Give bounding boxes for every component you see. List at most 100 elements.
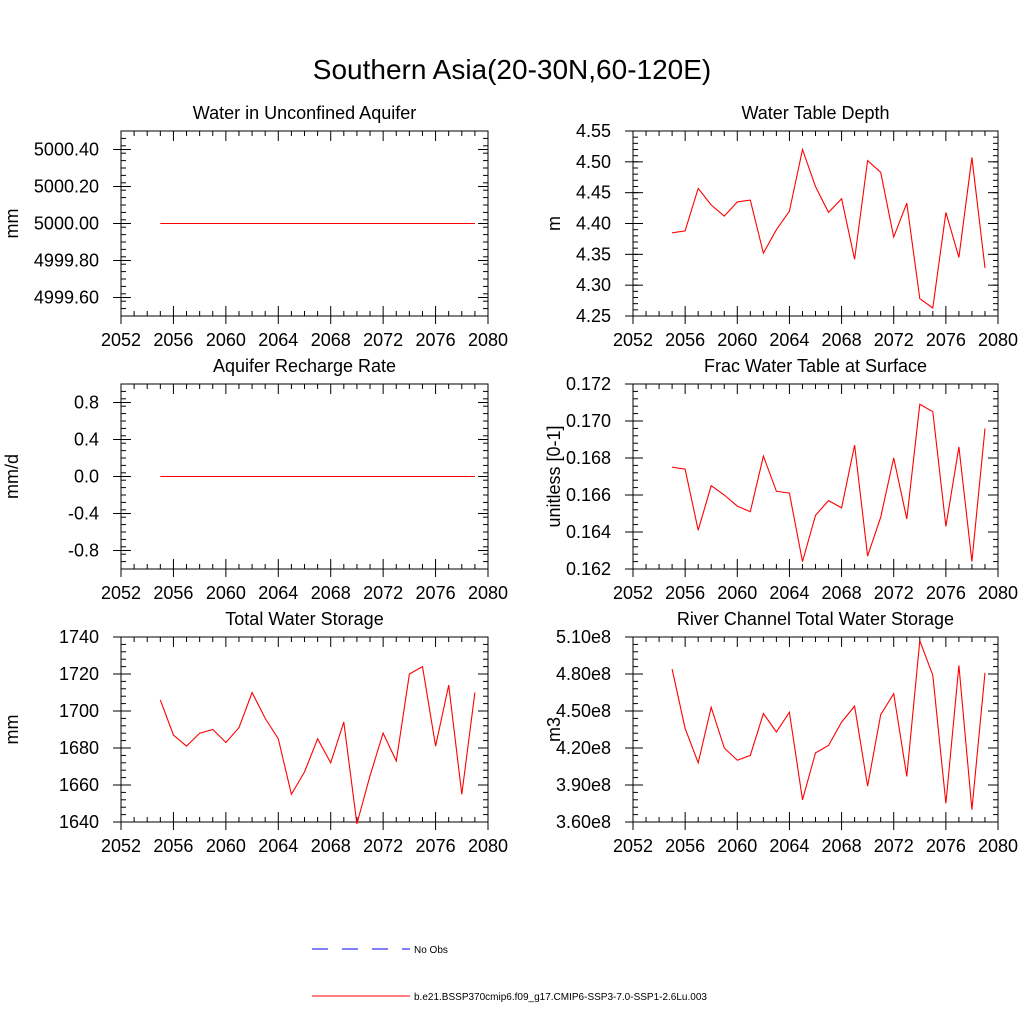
x-tick-label: 2076 [926,836,966,856]
x-tick-label: 2060 [717,330,757,350]
y-axis-label: mm/d [2,454,22,499]
y-tick-label: 0.0 [74,467,99,487]
x-tick-label: 2056 [153,330,193,350]
x-tick-label: 2072 [363,330,403,350]
x-tick-label: 2076 [926,330,966,350]
x-tick-label: 2068 [822,330,862,350]
y-tick-label: 4.80e8 [556,664,611,684]
x-tick-label: 2080 [468,836,508,856]
y-tick-label: 1720 [59,664,99,684]
x-tick-label: 2052 [101,836,141,856]
legend: No Obs b.e21.BSSP370cmip6.f09_g17.CMIP6-S… [312,945,707,1003]
panel-3: Aquifer Recharge Rate 2052 2056 2060 2064 206… [2,356,508,603]
x-tick-label: 2072 [874,330,914,350]
x-tick-label: 2068 [311,836,351,856]
x-tick-label: 2056 [153,583,193,603]
x-tick-label: 2076 [416,836,456,856]
x-tick-label: 2056 [665,583,705,603]
x-tick-label: 2068 [311,583,351,603]
panel-title: Water Table Depth [741,103,889,123]
x-tick-label: 2060 [206,583,246,603]
y-axis-label: mm [2,715,22,745]
y-tick-label: 4.55 [576,121,611,141]
x-tick-label: 2068 [822,583,862,603]
x-tick-label: 2080 [978,583,1018,603]
y-tick-label: 0.4 [74,430,99,450]
y-tick-label: -0.8 [68,541,99,561]
y-tick-label: 4999.60 [34,288,99,308]
y-tick-label: 0.164 [566,522,611,542]
x-tick-label: 2060 [717,836,757,856]
panel-4: Frac Water Table at Surface 2052 2056 2060 2… [544,356,1018,603]
panel-6: River Channel Total Water Storage 2052 205… [544,609,1018,856]
y-tick-label: 1700 [59,701,99,721]
panel-title: Water in Unconfined Aquifer [193,103,416,123]
y-tick-label: 4.45 [576,183,611,203]
x-tick-label: 2068 [311,330,351,350]
y-tick-label: 4999.80 [34,251,99,271]
plot-frame [632,636,999,823]
y-axis-label: m [544,216,564,231]
x-tick-label: 2064 [769,836,809,856]
legend-obs-label: No Obs [414,945,448,956]
x-tick-label: 2056 [665,330,705,350]
x-tick-label: 2052 [613,836,653,856]
y-tick-label: 4.40 [576,214,611,234]
x-tick-label: 2052 [613,583,653,603]
y-tick-label: 5000.40 [34,140,99,160]
y-tick-label: 0.8 [74,393,99,413]
panel-title: River Channel Total Water Storage [677,609,954,629]
y-tick-label: 1640 [59,812,99,832]
y-tick-label: 4.35 [576,244,611,264]
panel-5: Total Water Storage 2052 2056 2060 2064 2068 2… [2,609,508,856]
x-tick-label: 2064 [258,836,298,856]
x-tick-label: 2072 [874,583,914,603]
x-tick-label: 2064 [258,583,298,603]
y-tick-label: 3.60e8 [556,812,611,832]
y-axis-label: unitless [0-1] [544,425,564,527]
x-tick-label: 2060 [206,330,246,350]
x-tick-label: 2076 [416,583,456,603]
x-tick-label: 2080 [468,330,508,350]
y-tick-label: 5000.00 [34,214,99,234]
x-tick-label: 2056 [153,836,193,856]
legend-model-label: b.e21.BSSP370cmip6.f09_g17.CMIP6-SSP3-7.… [414,992,707,1003]
panel-1: Water in Unconfined Aquifer 2052 2056 2060 2… [2,103,508,350]
panel-2: Water Table Depth 2052 2056 2060 2064 2068 207… [544,103,1018,350]
y-tick-label: 5000.20 [34,177,99,197]
y-tick-label: 4.50e8 [556,701,611,721]
y-tick-label: 4.20e8 [556,738,611,758]
x-tick-label: 2064 [258,330,298,350]
x-tick-label: 2072 [874,836,914,856]
y-tick-label: 1740 [59,627,99,647]
x-tick-label: 2056 [665,836,705,856]
x-tick-label: 2060 [717,583,757,603]
plot-frame [632,383,999,570]
x-tick-label: 2064 [769,583,809,603]
y-tick-label: 0.166 [566,485,611,505]
y-tick-label: 1660 [59,775,99,795]
series-line-1 [671,640,986,810]
y-tick-label: 0.162 [566,559,611,579]
y-tick-label: 1680 [59,738,99,758]
y-axis-label: m3 [544,717,564,742]
y-tick-label: 5.10e8 [556,627,611,647]
y-tick-label: 0.172 [566,374,611,394]
y-tick-label: 0.168 [566,448,611,468]
y-tick-label: 4.50 [576,152,611,172]
y-tick-label: 3.90e8 [556,775,611,795]
x-tick-label: 2076 [416,330,456,350]
y-axis-label: mm [2,209,22,239]
x-tick-label: 2076 [926,583,966,603]
x-tick-label: 2080 [978,330,1018,350]
x-tick-label: 2072 [363,836,403,856]
series-line-1 [672,403,986,562]
y-tick-label: -0.4 [68,504,99,524]
panel-title: Total Water Storage [225,609,383,629]
panel-title: Frac Water Table at Surface [704,356,927,376]
y-tick-label: 4.25 [576,306,611,326]
x-tick-label: 2080 [978,836,1018,856]
x-tick-label: 2052 [101,583,141,603]
